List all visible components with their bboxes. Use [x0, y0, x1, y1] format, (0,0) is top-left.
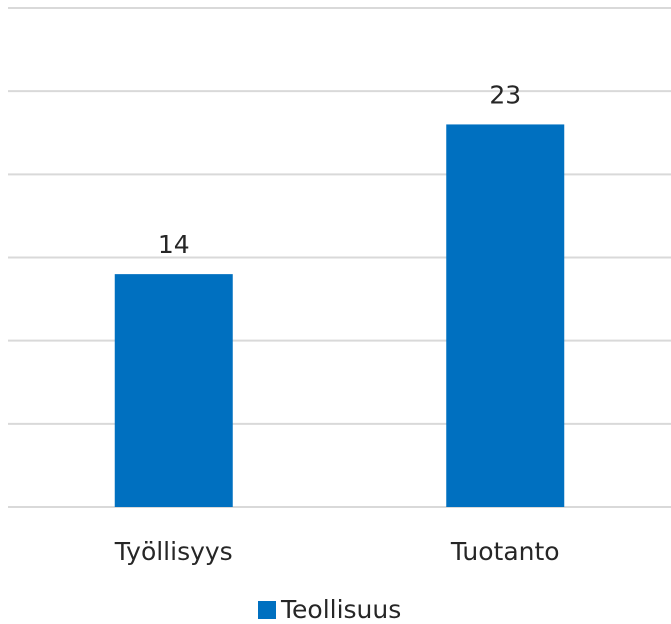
- data-label: 23: [489, 80, 521, 109]
- bar: [114, 274, 233, 507]
- bar: [446, 124, 565, 507]
- data-label: 14: [158, 230, 190, 259]
- legend-label: Teollisuus: [280, 595, 401, 624]
- x-tick-label: Työllisyys: [114, 537, 233, 566]
- legend-swatch: [258, 601, 276, 619]
- x-tick-label: Tuotanto: [450, 537, 560, 566]
